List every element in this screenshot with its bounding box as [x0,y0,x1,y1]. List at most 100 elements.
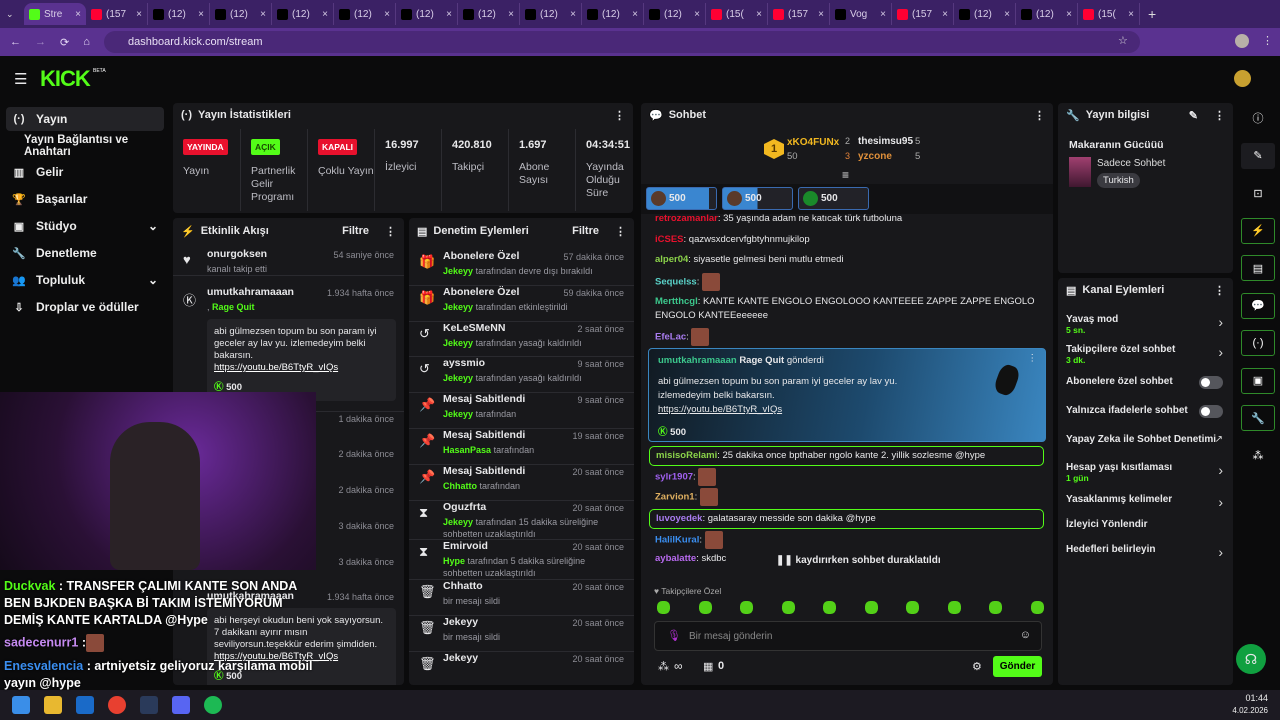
browser-tab[interactable]: Stre × [24,3,86,25]
close-icon[interactable]: × [1128,8,1134,20]
wrench-icon[interactable]: 🔧 [1241,405,1275,431]
activity-user[interactable]: umutkahramaaan [207,286,294,298]
chevron-right-icon[interactable]: › [1218,314,1223,330]
sidebar-item[interactable]: 🔧 Denetleme [6,241,164,265]
back-icon[interactable]: ← [10,36,21,48]
emote-button[interactable] [657,601,670,614]
toggle-switch[interactable] [1199,376,1223,389]
chat-username[interactable]: retrozamanlar [655,213,718,224]
channel-action[interactable]: Takipçilere özel sohbet 3 dk. › [1058,344,1233,366]
channel-action[interactable]: Hedefleri belirleyin › [1058,544,1233,566]
more-icon[interactable]: ⋮ [614,109,625,122]
close-icon[interactable]: × [198,8,204,20]
chat-username[interactable]: Zarvion1 [655,491,695,503]
browser-tab[interactable]: (15(× [1078,3,1140,25]
support-button[interactable]: ☊ [1236,644,1266,674]
chat-username[interactable]: Sequelss [655,276,697,288]
points-icon[interactable]: ⁂ [1252,450,1264,462]
user-avatar[interactable] [1234,70,1251,87]
focus-icon[interactable]: ⊡ [1253,187,1263,200]
browser-tab[interactable]: (12) × [148,3,210,25]
windows-start-icon[interactable] [12,696,30,714]
pinned-reward[interactable]: 500 [646,187,717,210]
close-icon[interactable]: × [694,8,700,20]
more-icon[interactable]: ⋮ [385,225,396,238]
browser-tab[interactable]: (157 × [768,3,830,25]
reward-user[interactable]: umutkahramaaan [658,355,737,366]
address-bar[interactable]: dashboard.kick.com/stream [104,31,1140,53]
more-icon[interactable]: ⋮ [1034,109,1045,122]
notes-icon[interactable]: ▤ [1241,255,1275,281]
close-icon[interactable]: × [1004,8,1010,20]
moderator-name[interactable]: Chhatto [443,481,477,491]
channel-action[interactable]: Yapay Zeka ile Sohbet Denetimi ↗ [1058,434,1233,456]
moderator-name[interactable]: Jekeyy [443,517,474,527]
browser-tab[interactable]: (12) × [520,3,582,25]
chat-username[interactable]: iCSES [655,234,684,245]
leaderboard-name[interactable]: thesimsu95 [858,136,914,147]
emote-button[interactable] [698,601,712,614]
file-explorer-icon[interactable] [44,696,62,714]
edit-icon[interactable]: ✎ [1241,142,1275,169]
activity-user[interactable]: onurgoksen [207,248,268,260]
browser-tab[interactable]: (157 × [86,3,148,25]
moderator-name[interactable]: Jekeyy [443,266,474,276]
pinned-reward[interactable]: 500 [798,187,869,210]
channel-action[interactable]: Hesap yaşı kısıtlaması 1 gün › [1058,462,1233,484]
emoji-icon[interactable]: ☺ [1019,629,1031,641]
moderator-name[interactable]: Jekeyy [443,338,474,348]
sidebar-item[interactable]: 🏆 Başarılar [6,187,164,211]
browser-tab[interactable]: (12) × [582,3,644,25]
activity-user[interactable]: umutkahramaaan [207,590,294,602]
chevron-down-icon[interactable]: ⌄ [147,219,158,233]
lightning-icon[interactable]: ⚡ [1241,217,1275,244]
chevron-right-icon[interactable]: › [1218,494,1223,510]
steam-icon[interactable] [140,696,158,714]
message-link[interactable]: https://youtu.be/B6TtyR_vIQs [214,651,339,662]
close-icon[interactable]: × [756,8,762,20]
emote-button[interactable] [781,601,795,614]
clock-time[interactable]: 01:44 [1245,693,1268,703]
menu-icon[interactable]: ⋮ [1262,35,1273,47]
emote-button[interactable] [947,601,961,614]
chevron-right-icon[interactable]: › [1218,344,1223,360]
chat-username[interactable]: Mertthcgl [655,296,698,307]
leaderboard-name[interactable]: xKO4FUNx [787,137,840,148]
more-icon[interactable]: ⋮ [615,225,626,238]
star-icon[interactable]: ☆ [1118,35,1128,47]
channel-action[interactable]: İzleyici Yönlendir [1058,519,1233,541]
close-icon[interactable]: × [880,8,886,20]
browser-tab[interactable]: (12) × [954,3,1016,25]
reward-link[interactable]: https://youtu.be/B6TtyR_vIQs [658,404,783,415]
outlook-icon[interactable] [76,696,94,714]
more-icon[interactable]: ⋮ [1214,284,1225,297]
emote-button[interactable] [864,601,878,614]
browser-tab[interactable]: Vog × [830,3,892,25]
external-link-icon[interactable]: ↗ [1214,434,1223,445]
browser-tab[interactable]: (15(× [706,3,768,25]
close-icon[interactable]: × [75,8,81,20]
chevron-right-icon[interactable]: › [1218,462,1223,478]
channel-action[interactable]: Abonelere özel sohbet [1058,376,1233,398]
close-icon[interactable]: × [446,8,452,20]
sidebar-item[interactable]: ▥ Gelir [6,160,164,184]
chat-username[interactable]: HalilKural [655,534,700,546]
moderator-name[interactable]: Jekeyy [443,373,474,383]
filter-button[interactable]: Filtre [342,224,369,237]
chat-username[interactable]: misisoRelami [656,450,718,461]
chevron-right-icon[interactable]: › [1218,544,1223,560]
settings-icon[interactable]: ⚙ [972,661,982,673]
close-icon[interactable]: × [1066,8,1072,20]
chat-username[interactable]: sylr1907 [655,471,694,483]
emote-button[interactable] [989,601,1002,614]
chat-icon[interactable]: 💬 [1241,292,1275,319]
emote-button[interactable] [1030,601,1044,614]
channel-action[interactable]: Yavaş mod 5 sn. › [1058,314,1233,336]
tab-search-icon[interactable]: ⌄ [6,8,14,19]
emote-button[interactable] [906,601,919,614]
info-icon[interactable]: ⓘ [1252,113,1264,125]
sidebar-item[interactable]: (·) Yayın [6,107,164,131]
chrome-icon[interactable] [108,696,126,714]
spotify-icon[interactable] [204,696,222,714]
microphone-icon[interactable]: 🎙 [667,630,681,642]
